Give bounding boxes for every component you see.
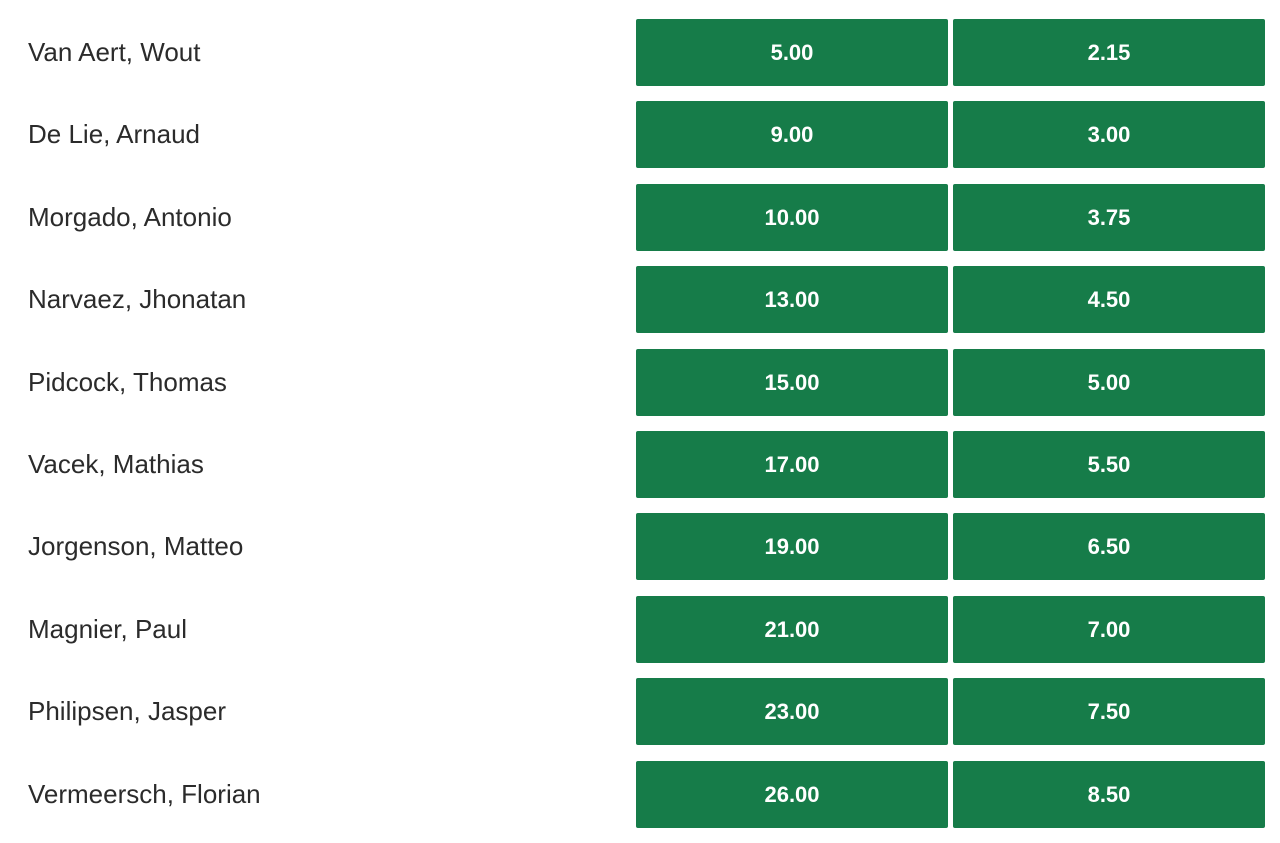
odds-button-2[interactable]: 3.75 [953, 183, 1265, 251]
rider-row: Philipsen, Jasper 23.00 7.50 [0, 678, 1280, 746]
rider-name: Morgado, Antonio [28, 201, 232, 232]
rider-name: De Lie, Arnaud [28, 119, 201, 150]
rider-name: Narvaez, Jhonatan [28, 284, 247, 315]
rider-row: Vermeersch, Florian 26.00 8.50 [0, 760, 1280, 828]
odds-button-1[interactable]: 17.00 [636, 430, 948, 498]
rider-name: Philipsen, Jasper [28, 696, 226, 727]
rider-name: Vermeersch, Florian [28, 778, 261, 809]
odds-button-2[interactable]: 7.50 [953, 678, 1265, 746]
odds-button-2[interactable]: 2.15 [953, 19, 1265, 86]
odds-button-1[interactable]: 13.00 [636, 266, 948, 334]
odds-button-1[interactable]: 19.00 [636, 513, 948, 581]
rider-row: Narvaez, Jhonatan 13.00 4.50 [0, 266, 1280, 334]
odds-button-1[interactable]: 15.00 [636, 348, 948, 416]
odds-button-1[interactable]: 23.00 [636, 678, 948, 746]
rider-row: Pidcock, Thomas 15.00 5.00 [0, 348, 1280, 416]
odds-button-2[interactable]: 6.50 [953, 513, 1265, 581]
odds-button-2[interactable]: 3.00 [953, 101, 1265, 169]
rider-row: De Lie, Arnaud 9.00 3.00 [0, 101, 1280, 169]
rider-name: Van Aert, Wout [28, 37, 201, 67]
odds-button-1[interactable]: 9.00 [636, 101, 948, 169]
odds-button-1[interactable]: 21.00 [636, 595, 948, 663]
odds-button-2[interactable]: 5.50 [953, 430, 1265, 498]
odds-list: Van Aert, Wout 5.00 2.15 De Lie, Arnaud … [0, 19, 1280, 843]
rider-row: Vacek, Mathias 17.00 5.50 [0, 430, 1280, 498]
rider-name: Pidcock, Thomas [28, 366, 227, 397]
rider-row: Magnier, Paul 21.00 7.00 [0, 595, 1280, 663]
odds-button-2[interactable]: 4.50 [953, 266, 1265, 334]
rider-row: Jorgenson, Matteo 19.00 6.50 [0, 513, 1280, 581]
rider-name: Vacek, Mathias [28, 448, 204, 479]
odds-button-1[interactable]: 26.00 [636, 760, 948, 828]
rider-name: Magnier, Paul [28, 613, 187, 644]
odds-button-2[interactable]: 8.50 [953, 760, 1265, 828]
rider-name: Jorgenson, Matteo [28, 531, 244, 562]
odds-button-2[interactable]: 5.00 [953, 348, 1265, 416]
rider-row: Van Aert, Wout 5.00 2.15 [0, 19, 1280, 86]
odds-button-2[interactable]: 7.00 [953, 595, 1265, 663]
rider-row: Morgado, Antonio 10.00 3.75 [0, 183, 1280, 251]
odds-button-1[interactable]: 10.00 [636, 183, 948, 251]
odds-button-1[interactable]: 5.00 [636, 19, 948, 86]
